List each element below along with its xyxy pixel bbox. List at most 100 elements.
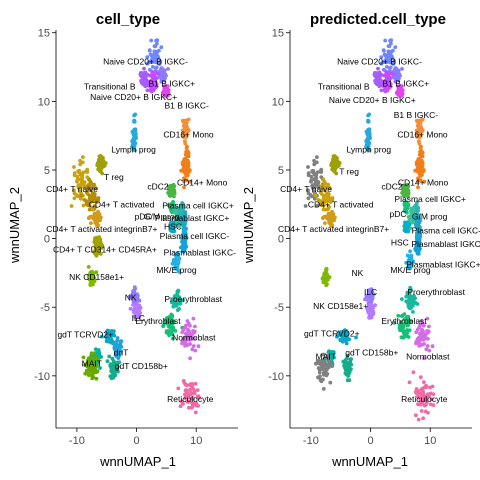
cluster-plasmablast-igkc- <box>413 237 422 256</box>
scatter-point <box>81 355 86 360</box>
scatter-point <box>142 66 146 71</box>
scatter-point <box>334 171 339 176</box>
scatter-point <box>180 118 185 123</box>
scatter-point <box>179 399 184 404</box>
scatter-point <box>417 156 422 161</box>
cluster-mk-e-prog <box>404 249 416 271</box>
scatter-point <box>366 128 370 133</box>
scatter-point <box>366 119 371 124</box>
scatter-point <box>404 228 409 233</box>
scatter-point <box>196 344 201 349</box>
scatter-point <box>368 136 372 141</box>
scatter-point <box>153 44 158 49</box>
scatter-point <box>314 173 318 178</box>
scatter-point <box>91 375 96 380</box>
scatter-point <box>107 334 111 338</box>
scatter-point <box>312 177 317 182</box>
scatter-point <box>418 178 423 183</box>
scatter-point <box>418 164 423 169</box>
scatter-point <box>421 416 425 421</box>
scatter-point <box>195 394 200 399</box>
scatter-point <box>415 327 420 332</box>
scatter-point <box>90 279 94 284</box>
scatter-point <box>188 331 192 336</box>
scatter-point <box>324 271 328 275</box>
scatter-point <box>186 321 191 326</box>
y-tick-label: 10 <box>38 96 50 108</box>
scatter-point <box>414 248 418 253</box>
scatter-point <box>321 203 326 208</box>
scatter-point <box>408 255 412 260</box>
scatter-point <box>422 179 427 184</box>
scatter-point <box>180 341 184 346</box>
scatter-point <box>396 87 401 91</box>
cluster-labels: Naive CD20+ B IGKC- B1 B IGKC+ Transitiona… <box>46 57 236 405</box>
y-axis-label: wnnUMAP_2 <box>241 187 256 264</box>
scatter-point <box>177 209 181 214</box>
cluster-normoblast <box>180 316 201 361</box>
scatter-point <box>191 316 196 321</box>
scatter-point <box>325 366 329 370</box>
scatter-point <box>115 361 120 365</box>
scatter-point <box>190 391 195 396</box>
scatter-point <box>395 75 399 80</box>
scatter-point <box>419 144 423 149</box>
scatter-point <box>116 344 121 349</box>
cluster-nk-cd158e1-b <box>81 351 100 381</box>
scatter-point <box>107 354 112 359</box>
scatter-point <box>175 293 180 298</box>
scatter-point <box>306 188 310 193</box>
scatter-point <box>414 215 419 220</box>
scatter-point <box>167 329 172 333</box>
scatter-point <box>415 219 420 224</box>
scatter-point <box>343 367 348 372</box>
scatter-point <box>172 260 176 264</box>
scatter-point <box>330 364 335 368</box>
scatter-point <box>420 117 425 122</box>
scatter-point <box>420 169 425 174</box>
scatter-point <box>183 219 188 224</box>
scatter-point <box>90 191 95 195</box>
scatter-point <box>161 323 166 327</box>
scatter-point <box>404 220 409 225</box>
scatter-point <box>181 226 186 231</box>
scatter-point <box>161 75 165 80</box>
cluster-cd4-t-cd314-cd45ra- <box>92 235 105 258</box>
scatter-point <box>112 370 116 374</box>
scatter-point <box>86 373 91 377</box>
scatter-point <box>328 216 332 221</box>
scatter-point <box>162 87 167 91</box>
scatter-point <box>170 187 175 192</box>
scatter-point <box>180 218 185 222</box>
scatter-point <box>196 404 201 408</box>
scatter-point <box>184 331 188 336</box>
scatter-point <box>133 296 137 301</box>
cluster-cd4-t-naive <box>303 155 325 208</box>
scatter-point <box>98 159 102 164</box>
scatter-point <box>366 144 371 149</box>
scatter-point <box>184 178 189 183</box>
scatter-point <box>387 49 391 54</box>
cluster-label: Normoblast <box>172 332 216 342</box>
scatter-point <box>140 77 145 82</box>
scatter-point <box>170 228 175 233</box>
scatter-point <box>86 359 91 363</box>
scatter-point <box>390 72 395 76</box>
x-axis-label: wnnUMAP_1 <box>331 454 408 469</box>
scatter-point <box>303 204 308 208</box>
scatter-point <box>394 71 398 76</box>
scatter-point <box>349 357 353 361</box>
scatter-point <box>105 359 110 364</box>
scatter-point <box>111 365 116 369</box>
scatter-point <box>418 149 422 154</box>
scatter-point <box>381 48 386 53</box>
scatter-point <box>411 370 416 375</box>
scatter-point <box>387 44 392 49</box>
scatter-point <box>418 124 423 129</box>
y-tick-label: 0 <box>44 234 50 246</box>
cluster-b1-b-igkc- <box>394 84 405 98</box>
scatter-point <box>413 203 418 208</box>
scatter-point <box>419 129 424 134</box>
scatter-point <box>318 374 322 379</box>
scatter-point <box>310 194 314 199</box>
